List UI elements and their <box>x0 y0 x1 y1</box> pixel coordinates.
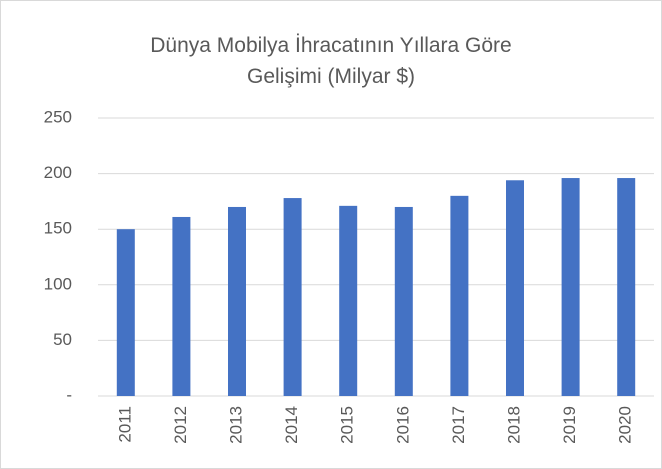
y-tick-label: 100 <box>44 274 72 293</box>
x-tick-label: 2018 <box>504 406 523 444</box>
bar <box>283 198 302 396</box>
bar <box>228 206 246 396</box>
x-tick-label: 2017 <box>449 406 468 444</box>
x-tick-label: 2014 <box>282 406 301 444</box>
x-tick-label: 2011 <box>115 406 134 443</box>
y-tick-label: 250 <box>44 107 72 126</box>
bar <box>506 180 524 396</box>
bar <box>450 195 469 396</box>
bar <box>172 216 191 396</box>
x-tick-label: 2012 <box>171 406 190 444</box>
bar <box>339 205 358 396</box>
x-tick-label: 2016 <box>393 406 412 444</box>
x-tick-label: 2015 <box>338 406 357 444</box>
bar <box>561 178 580 396</box>
chart-title: Dünya Mobilya İhracatının Yıllara Göre G… <box>150 34 512 88</box>
x-tick-label: 2013 <box>226 406 245 444</box>
x-tick-label: 2020 <box>616 406 635 444</box>
y-tick-label: 200 <box>44 163 72 182</box>
bar <box>617 178 636 396</box>
y-tick-label: - <box>66 385 72 404</box>
y-tick-label: 150 <box>44 219 72 238</box>
y-tick-label: 50 <box>53 330 72 349</box>
bar <box>116 229 135 396</box>
x-tick-label: 2019 <box>560 406 579 444</box>
bar <box>394 206 413 396</box>
